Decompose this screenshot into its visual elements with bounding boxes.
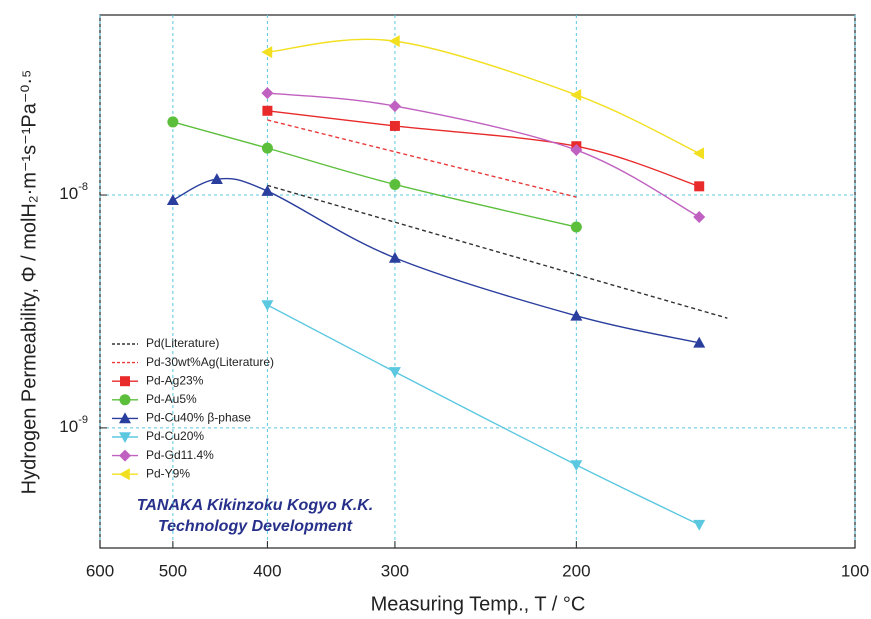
legend-label: Pd-Cu20% xyxy=(146,429,204,443)
x-tick-label: 400 xyxy=(253,561,281,580)
x-tick-label: 200 xyxy=(562,561,590,580)
marker xyxy=(261,185,274,196)
y-tick-base: 10 xyxy=(59,185,78,204)
legend-entry: Pd-30wt%Ag(Literature) xyxy=(112,355,274,369)
marker xyxy=(693,210,706,223)
x-tick-label: 300 xyxy=(381,561,409,580)
legend-label: Pd-Au5% xyxy=(146,392,197,406)
marker xyxy=(388,35,400,48)
legend-label: Pd(Literature) xyxy=(146,336,219,350)
plot-frame xyxy=(99,14,856,549)
marker xyxy=(570,88,582,101)
marker xyxy=(210,173,223,184)
legend-entry: Pd-Cu20% xyxy=(112,429,204,443)
legend-entry: Pd-Y9% xyxy=(112,466,190,480)
y-tick-label: 10-9 xyxy=(59,414,88,437)
legend-label: Pd-Gd11.4% xyxy=(146,448,214,462)
marker xyxy=(261,300,274,312)
series-line xyxy=(267,38,700,154)
legend-entry: Pd(Literature) xyxy=(112,336,219,350)
marker xyxy=(570,221,582,233)
y-axis-label: Hydrogen Permeability, Φ / molH₂·m⁻¹s⁻¹P… xyxy=(18,70,40,495)
marker xyxy=(119,432,131,443)
y-tick-exp: -9 xyxy=(78,414,88,426)
series-line xyxy=(267,119,577,198)
marker xyxy=(261,87,274,100)
annotation: Technology Development xyxy=(158,518,353,535)
legend-entry: Pd-Au5% xyxy=(112,392,197,406)
y-tick-label: 10-8 xyxy=(59,181,88,204)
legend-label: Pd-30wt%Ag(Literature) xyxy=(146,355,274,369)
marker xyxy=(388,251,401,263)
legend-entry: Pd-Cu40% β-phase xyxy=(112,411,251,425)
marker xyxy=(389,120,400,131)
marker xyxy=(388,367,401,378)
marker xyxy=(119,468,130,481)
legend-label: Pd-Y9% xyxy=(146,466,190,480)
marker xyxy=(167,116,179,128)
annotation: TANAKA Kikinzoku Kogyo K.K. xyxy=(137,497,373,514)
marker xyxy=(693,519,706,531)
legend-label: Pd-Ag23% xyxy=(146,373,204,387)
legend-label: Pd-Cu40% β-phase xyxy=(146,411,251,425)
x-tick-label: 100 xyxy=(841,561,869,580)
marker xyxy=(261,46,273,59)
marker xyxy=(166,194,179,206)
marker xyxy=(262,105,273,116)
legend-entry: Pd-Gd11.4% xyxy=(112,448,214,462)
marker xyxy=(261,142,273,154)
y-tick-exp: -8 xyxy=(78,181,88,193)
marker xyxy=(119,449,131,462)
series-line xyxy=(172,121,577,228)
marker xyxy=(570,144,583,157)
series-line xyxy=(172,177,700,344)
marker xyxy=(119,412,131,424)
marker xyxy=(570,460,583,471)
marker xyxy=(570,309,583,321)
x-axis-label: Measuring Temp., T / °C xyxy=(371,593,586,615)
x-tick-label: 500 xyxy=(159,561,187,580)
marker xyxy=(693,336,706,348)
y-tick-base: 10 xyxy=(59,417,78,436)
marker xyxy=(693,147,705,160)
x-tick-label: 600 xyxy=(86,561,114,580)
marker xyxy=(389,178,401,190)
series-line xyxy=(267,92,700,218)
marker xyxy=(388,100,401,113)
marker xyxy=(694,181,705,192)
series-line xyxy=(267,110,700,187)
marker xyxy=(119,394,131,406)
marker xyxy=(120,376,130,387)
series-line xyxy=(267,304,700,526)
series-line xyxy=(267,184,728,319)
legend-entry: Pd-Ag23% xyxy=(112,373,204,387)
